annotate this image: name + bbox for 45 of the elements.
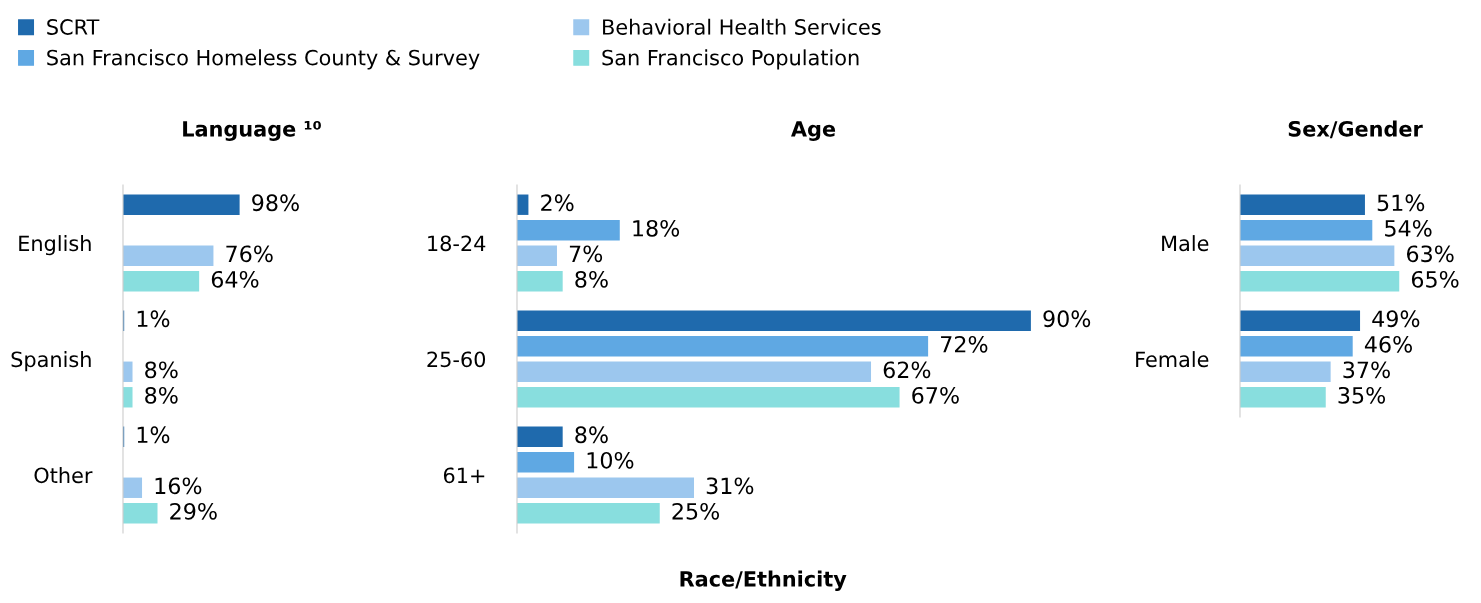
data-label: 67% [912,386,959,404]
data-label: 64% [211,270,259,288]
y-tick-label: Female [1136,351,1209,368]
chart-title: Sex/Gender [1288,120,1423,139]
data-label: 8% [575,270,608,288]
data-label: 7% [569,245,603,263]
y-tick-label: English [19,235,91,256]
y-tick-label: 61+ [443,467,485,484]
y-tick-label: Other [34,467,93,484]
data-label: 1% [137,426,170,444]
legend-label: Behavioral Health Services [603,18,881,35]
data-label: 63% [1407,245,1454,263]
data-label: 98% [252,194,299,212]
data-label: 8% [575,426,608,444]
data-label: 29% [170,502,217,520]
data-label: 54% [1385,219,1432,237]
data-label: 76% [226,245,273,263]
data-label: 2% [541,194,574,212]
data-label: 37% [1343,361,1390,379]
data-label: 46% [1364,335,1412,353]
data-label: 16% [155,477,202,495]
data-label: 1% [137,310,170,328]
data-label: 51% [1377,194,1425,212]
legend-label: San Francisco Population [602,49,859,70]
data-label: 18% [633,219,680,237]
y-tick-label: Spanish [11,351,91,372]
data-label: 49% [1372,310,1420,328]
y-tick-label: Male [1162,235,1209,252]
data-label: 31% [706,477,754,495]
data-label: 62% [883,361,931,379]
data-label: 25% [672,502,720,520]
data-label: 8% [145,386,178,404]
data-label: 8% [145,361,178,379]
data-label: 72% [941,335,988,353]
legend-label: SCRT [47,19,100,35]
y-tick-label: 18-24 [428,235,486,252]
legend-label: San Francisco Homeless County & Survey [47,49,480,70]
data-label: 35% [1338,386,1386,404]
text: Race/Ethnicity [680,570,847,591]
data-label: 10% [587,451,634,469]
data-label: 90% [1043,310,1091,328]
y-tick-label: 25-60 [427,351,486,368]
data-label: 65% [1411,270,1459,288]
chart-title: Language ¹⁰ [183,120,321,141]
chart-title: Age [791,121,836,141]
